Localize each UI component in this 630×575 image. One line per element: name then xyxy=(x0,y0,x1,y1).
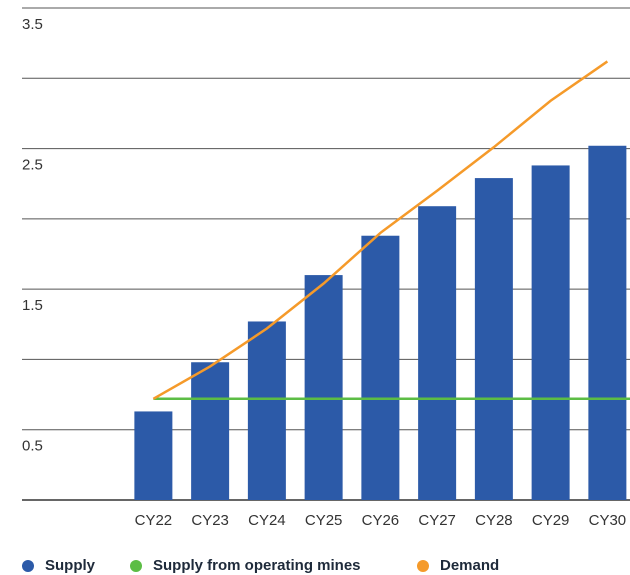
legend-label: Supply xyxy=(45,557,96,574)
bar xyxy=(247,321,286,500)
x-tick-label: CY24 xyxy=(248,512,286,529)
bar xyxy=(588,145,627,500)
x-tick-label: CY27 xyxy=(418,512,456,529)
legend-marker xyxy=(417,560,429,572)
line xyxy=(152,60,609,400)
x-tick-label: CY22 xyxy=(135,512,173,529)
x-tick-label: CY30 xyxy=(589,512,627,529)
legend-label: Supply from operating mines xyxy=(153,557,361,574)
x-tick-label: CY28 xyxy=(475,512,513,529)
bar xyxy=(134,411,173,500)
legend-marker xyxy=(22,560,34,572)
bar xyxy=(418,206,457,500)
x-tick-label: CY23 xyxy=(191,512,229,529)
bar xyxy=(474,178,513,500)
legend-label: Demand xyxy=(440,557,499,574)
y-tick-label: 2.5 xyxy=(22,157,43,174)
bar xyxy=(361,235,400,500)
y-tick-label: 3.5 xyxy=(22,16,43,33)
bar xyxy=(304,275,343,500)
bar xyxy=(531,165,570,500)
x-tick-label: CY26 xyxy=(362,512,400,529)
x-tick-label: CY29 xyxy=(532,512,570,529)
x-tick-label: CY25 xyxy=(305,512,343,529)
bar xyxy=(191,362,230,500)
y-tick-label: 1.5 xyxy=(22,297,43,314)
legend-marker xyxy=(130,560,142,572)
y-tick-label: 0.5 xyxy=(22,438,43,455)
